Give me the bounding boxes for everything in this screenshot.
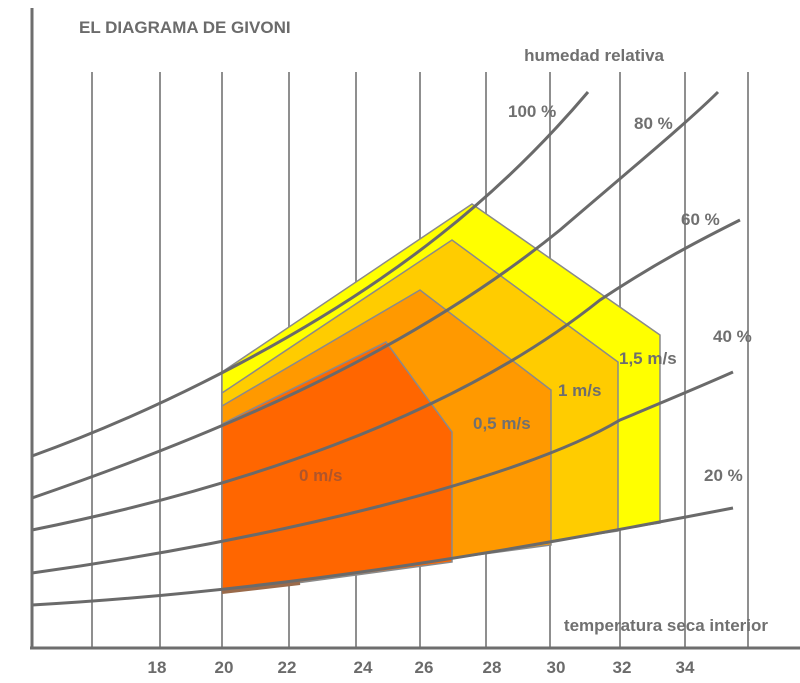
comfort-zone-label: 0 m/s <box>299 466 342 485</box>
x-tick-label: 18 <box>148 658 167 677</box>
x-tick-labels: 18 20 22 24 26 28 30 32 34 <box>148 658 695 677</box>
x-tick-label: 24 <box>354 658 373 677</box>
y-axis-label: humedad relativa <box>524 46 664 65</box>
humidity-curve-label: 100 % <box>508 102 556 121</box>
comfort-zone-label: 0,5 m/s <box>473 414 531 433</box>
humidity-curve <box>31 370 734 575</box>
humidity-curve <box>31 90 720 500</box>
chart-title: EL DIAGRAMA DE GIVONI <box>79 18 291 37</box>
x-axis-label: temperatura seca interior <box>564 616 768 635</box>
humidity-curves <box>31 90 741 607</box>
x-tick-label: 30 <box>547 658 566 677</box>
humidity-curve-label: 40 % <box>713 327 752 346</box>
x-tick-label: 26 <box>415 658 434 677</box>
axes <box>30 8 800 650</box>
humidity-curve <box>31 218 741 532</box>
humidity-curve-label: 80 % <box>634 114 673 133</box>
x-tick-label: 34 <box>676 658 695 677</box>
comfort-zone-labels: 1,5 m/s 1 m/s 0,5 m/s 0 m/s <box>299 349 677 485</box>
humidity-curve-labels: 100 % 80 % 60 % 40 % 20 % <box>508 102 752 485</box>
humidity-curve <box>31 506 734 607</box>
comfort-zone-label: 1,5 m/s <box>619 349 677 368</box>
zone-baseline <box>221 581 301 594</box>
x-tick-label: 22 <box>278 658 297 677</box>
x-tick-label: 32 <box>613 658 632 677</box>
comfort-zone-label: 1 m/s <box>558 381 601 400</box>
x-tick-label: 20 <box>215 658 234 677</box>
x-tick-label: 28 <box>483 658 502 677</box>
humidity-curve-label: 60 % <box>681 210 720 229</box>
humidity-curve-label: 20 % <box>704 466 743 485</box>
humidity-curve <box>31 91 590 458</box>
